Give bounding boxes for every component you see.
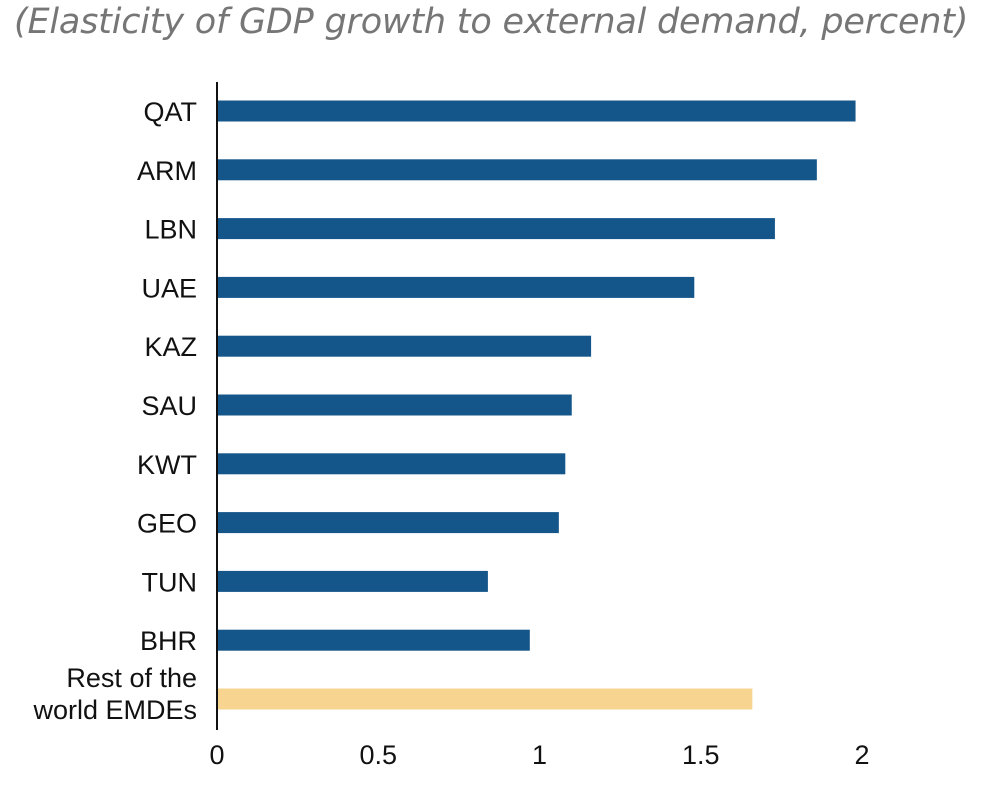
category-label-geo: GEO: [137, 509, 197, 539]
category-label-sau: SAU: [141, 391, 197, 421]
category-label-lbn: LBN: [144, 215, 197, 245]
category-labels: QAT ARM LBN UAE KAZ SAU KWT GEO TUN BHR Rest of th…: [32, 97, 197, 725]
bar-lbn: [217, 218, 775, 240]
category-label-rest-of-the-world-emdes: Rest of the world EMDEs: [32, 663, 197, 725]
bar-uae: [217, 276, 695, 298]
bar-geo: [217, 512, 559, 534]
x-tick-label-0: 0: [209, 740, 224, 770]
category-label-uae: UAE: [141, 273, 197, 303]
category-label-arm: ARM: [137, 156, 197, 186]
category-label-bhr: BHR: [140, 626, 197, 656]
bar-sau: [217, 394, 572, 416]
x-tick-label-2: 2: [854, 740, 869, 770]
bar-kaz: [217, 335, 592, 357]
bar-kwt: [217, 453, 566, 475]
x-tick-label-0-5: 0.5: [359, 740, 397, 770]
bar-bhr: [217, 629, 530, 651]
category-label-qat: QAT: [144, 97, 198, 127]
category-label-kwt: KWT: [137, 450, 197, 480]
x-tick-label-1: 1: [532, 740, 547, 770]
bars-group: [217, 100, 856, 710]
category-label-kaz: KAZ: [144, 332, 197, 362]
bar-tun: [217, 570, 488, 592]
category-label-tun: TUN: [142, 567, 198, 597]
bar-arm: [217, 159, 817, 181]
x-tick-label-1-5: 1.5: [682, 740, 720, 770]
chart-title: (Elasticity of GDP growth to external de…: [14, 2, 969, 42]
bar-rest-of-the-world-emdes: [217, 688, 753, 710]
x-tick-labels: 0 0.5 1 1.5 2: [209, 740, 869, 770]
bar-qat: [217, 100, 856, 122]
